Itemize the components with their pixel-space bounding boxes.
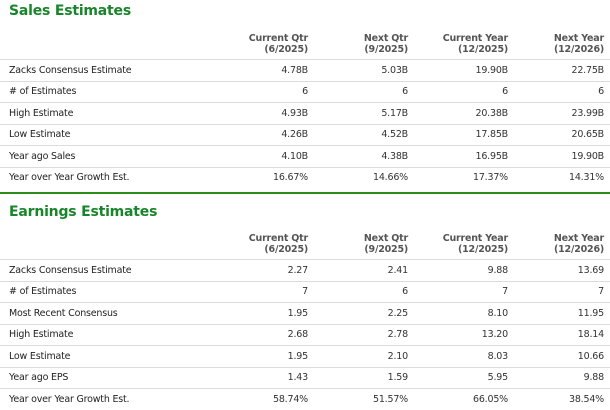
row-label: # of Estimates (0, 80, 214, 103)
row-label: Low Estimate (0, 123, 214, 146)
table-cell: 10.66 (514, 345, 610, 367)
table-row: # of Estimates 6 6 6 6 (0, 80, 610, 103)
sales-col-header: Current Qtr (6/2025) (248, 33, 308, 55)
table-row: High Estimate 2.68 2.78 13.20 18.14 (0, 323, 610, 346)
earnings-col-header: Current Qtr (6/2025) (248, 233, 308, 255)
table-cell: 19.90B (414, 59, 514, 81)
table-cell: 1.59 (314, 366, 414, 389)
table-cell: 4.52B (314, 123, 414, 146)
table-cell: 23.99B (514, 102, 610, 124)
row-label: Low Estimate (0, 345, 214, 367)
table-cell: 4.78B (214, 59, 314, 81)
table-row: # of Estimates 7 6 7 7 (0, 280, 610, 303)
table-cell: 13.69 (514, 259, 610, 281)
sales-estimates-title: Sales Estimates (9, 3, 131, 19)
table-row: Low Estimate 4.26B 4.52B 17.85B 20.65B (0, 123, 610, 146)
table-cell: 9.88 (414, 259, 514, 281)
section-divider (0, 192, 610, 194)
table-cell: 16.67% (214, 166, 314, 188)
table-cell: 5.03B (314, 59, 414, 81)
table-cell: 1.95 (214, 345, 314, 367)
table-cell: 4.10B (214, 145, 314, 167)
earnings-col-header: Next Qtr (9/2025) (363, 233, 408, 255)
table-cell: 6 (314, 80, 414, 103)
table-cell: 7 (214, 280, 314, 303)
table-row: Most Recent Consensus 1.95 2.25 8.10 11.… (0, 302, 610, 324)
table-row: Low Estimate 1.95 2.10 8.03 10.66 (0, 345, 610, 367)
table-cell: 7 (514, 280, 610, 303)
earnings-header-blank (0, 233, 214, 260)
table-row: Year ago Sales 4.10B 4.38B 16.95B 19.90B (0, 145, 610, 167)
table-cell: 14.31% (514, 166, 610, 188)
table-cell: 22.75B (514, 59, 610, 81)
sales-col-header: Current Year (12/2025) (442, 33, 509, 55)
row-label: # of Estimates (0, 280, 214, 303)
table-cell: 9.88 (514, 366, 610, 389)
table-cell: 18.14 (514, 323, 610, 346)
table-cell: 51.57% (314, 388, 414, 410)
table-cell: 6 (414, 80, 514, 103)
table-cell: 1.95 (214, 302, 314, 324)
row-label: Year over Year Growth Est. (0, 388, 214, 410)
table-cell: 2.10 (314, 345, 414, 367)
table-cell: 4.26B (214, 123, 314, 146)
sales-header-row: Current Qtr (6/2025) Next Qtr (9/2025) Cur… (0, 33, 610, 60)
table-cell: 2.41 (314, 259, 414, 281)
sales-header-blank (0, 33, 214, 60)
row-label: Year ago Sales (0, 145, 214, 167)
table-row: Year ago EPS 1.43 1.59 5.95 9.88 (0, 366, 610, 389)
row-label: Zacks Consensus Estimate (0, 259, 214, 281)
earnings-col-header: Next Year (12/2026) (553, 233, 604, 255)
earnings-header-row: Current Qtr (6/2025) Next Qtr (9/2025) Cur… (0, 233, 610, 260)
row-label: High Estimate (0, 102, 214, 124)
row-label: Zacks Consensus Estimate (0, 59, 214, 81)
table-cell: 17.37% (414, 166, 514, 188)
table-cell: 2.27 (214, 259, 314, 281)
table-cell: 6 (214, 80, 314, 103)
table-cell: 58.74% (214, 388, 314, 410)
table-cell: 7 (414, 280, 514, 303)
row-label: High Estimate (0, 323, 214, 346)
table-cell: 20.38B (414, 102, 514, 124)
table-cell: 14.66% (314, 166, 414, 188)
table-cell: 8.10 (414, 302, 514, 324)
table-cell: 13.20 (414, 323, 514, 346)
table-cell: 5.95 (414, 366, 514, 389)
sales-col-header: Next Year (12/2026) (553, 33, 604, 55)
table-cell: 4.38B (314, 145, 414, 167)
row-label: Most Recent Consensus (0, 302, 214, 324)
table-cell: 1.43 (214, 366, 314, 389)
table-row: Year over Year Growth Est. 16.67% 14.66%… (0, 166, 610, 188)
table-cell: 4.93B (214, 102, 314, 124)
table-row: Zacks Consensus Estimate 2.27 2.41 9.88 … (0, 259, 610, 281)
table-cell: 17.85B (414, 123, 514, 146)
table-cell: 20.65B (514, 123, 610, 146)
table-row: Zacks Consensus Estimate 4.78B 5.03B 19.… (0, 59, 610, 81)
table-cell: 38.54% (514, 388, 610, 410)
earnings-estimates-table: Current Qtr (6/2025) Next Qtr (9/2025) Cur… (0, 233, 610, 410)
table-cell: 19.90B (514, 145, 610, 167)
table-row: Year over Year Growth Est. 58.74% 51.57%… (0, 388, 610, 410)
sales-col-header: Next Qtr (9/2025) (363, 33, 408, 55)
table-cell: 2.78 (314, 323, 414, 346)
table-cell: 66.05% (414, 388, 514, 410)
table-cell: 5.17B (314, 102, 414, 124)
table-cell: 16.95B (414, 145, 514, 167)
row-label: Year over Year Growth Est. (0, 166, 214, 188)
table-cell: 2.25 (314, 302, 414, 324)
table-cell: 6 (314, 280, 414, 303)
earnings-estimates-title: Earnings Estimates (9, 204, 158, 220)
table-row: High Estimate 4.93B 5.17B 20.38B 23.99B (0, 102, 610, 124)
table-cell: 2.68 (214, 323, 314, 346)
sales-estimates-table: Current Qtr (6/2025) Next Qtr (9/2025) Cur… (0, 33, 610, 188)
table-cell: 8.03 (414, 345, 514, 367)
earnings-col-header: Current Year (12/2025) (442, 233, 509, 255)
row-label: Year ago EPS (0, 366, 214, 389)
table-cell: 11.95 (514, 302, 610, 324)
table-cell: 6 (514, 80, 610, 103)
